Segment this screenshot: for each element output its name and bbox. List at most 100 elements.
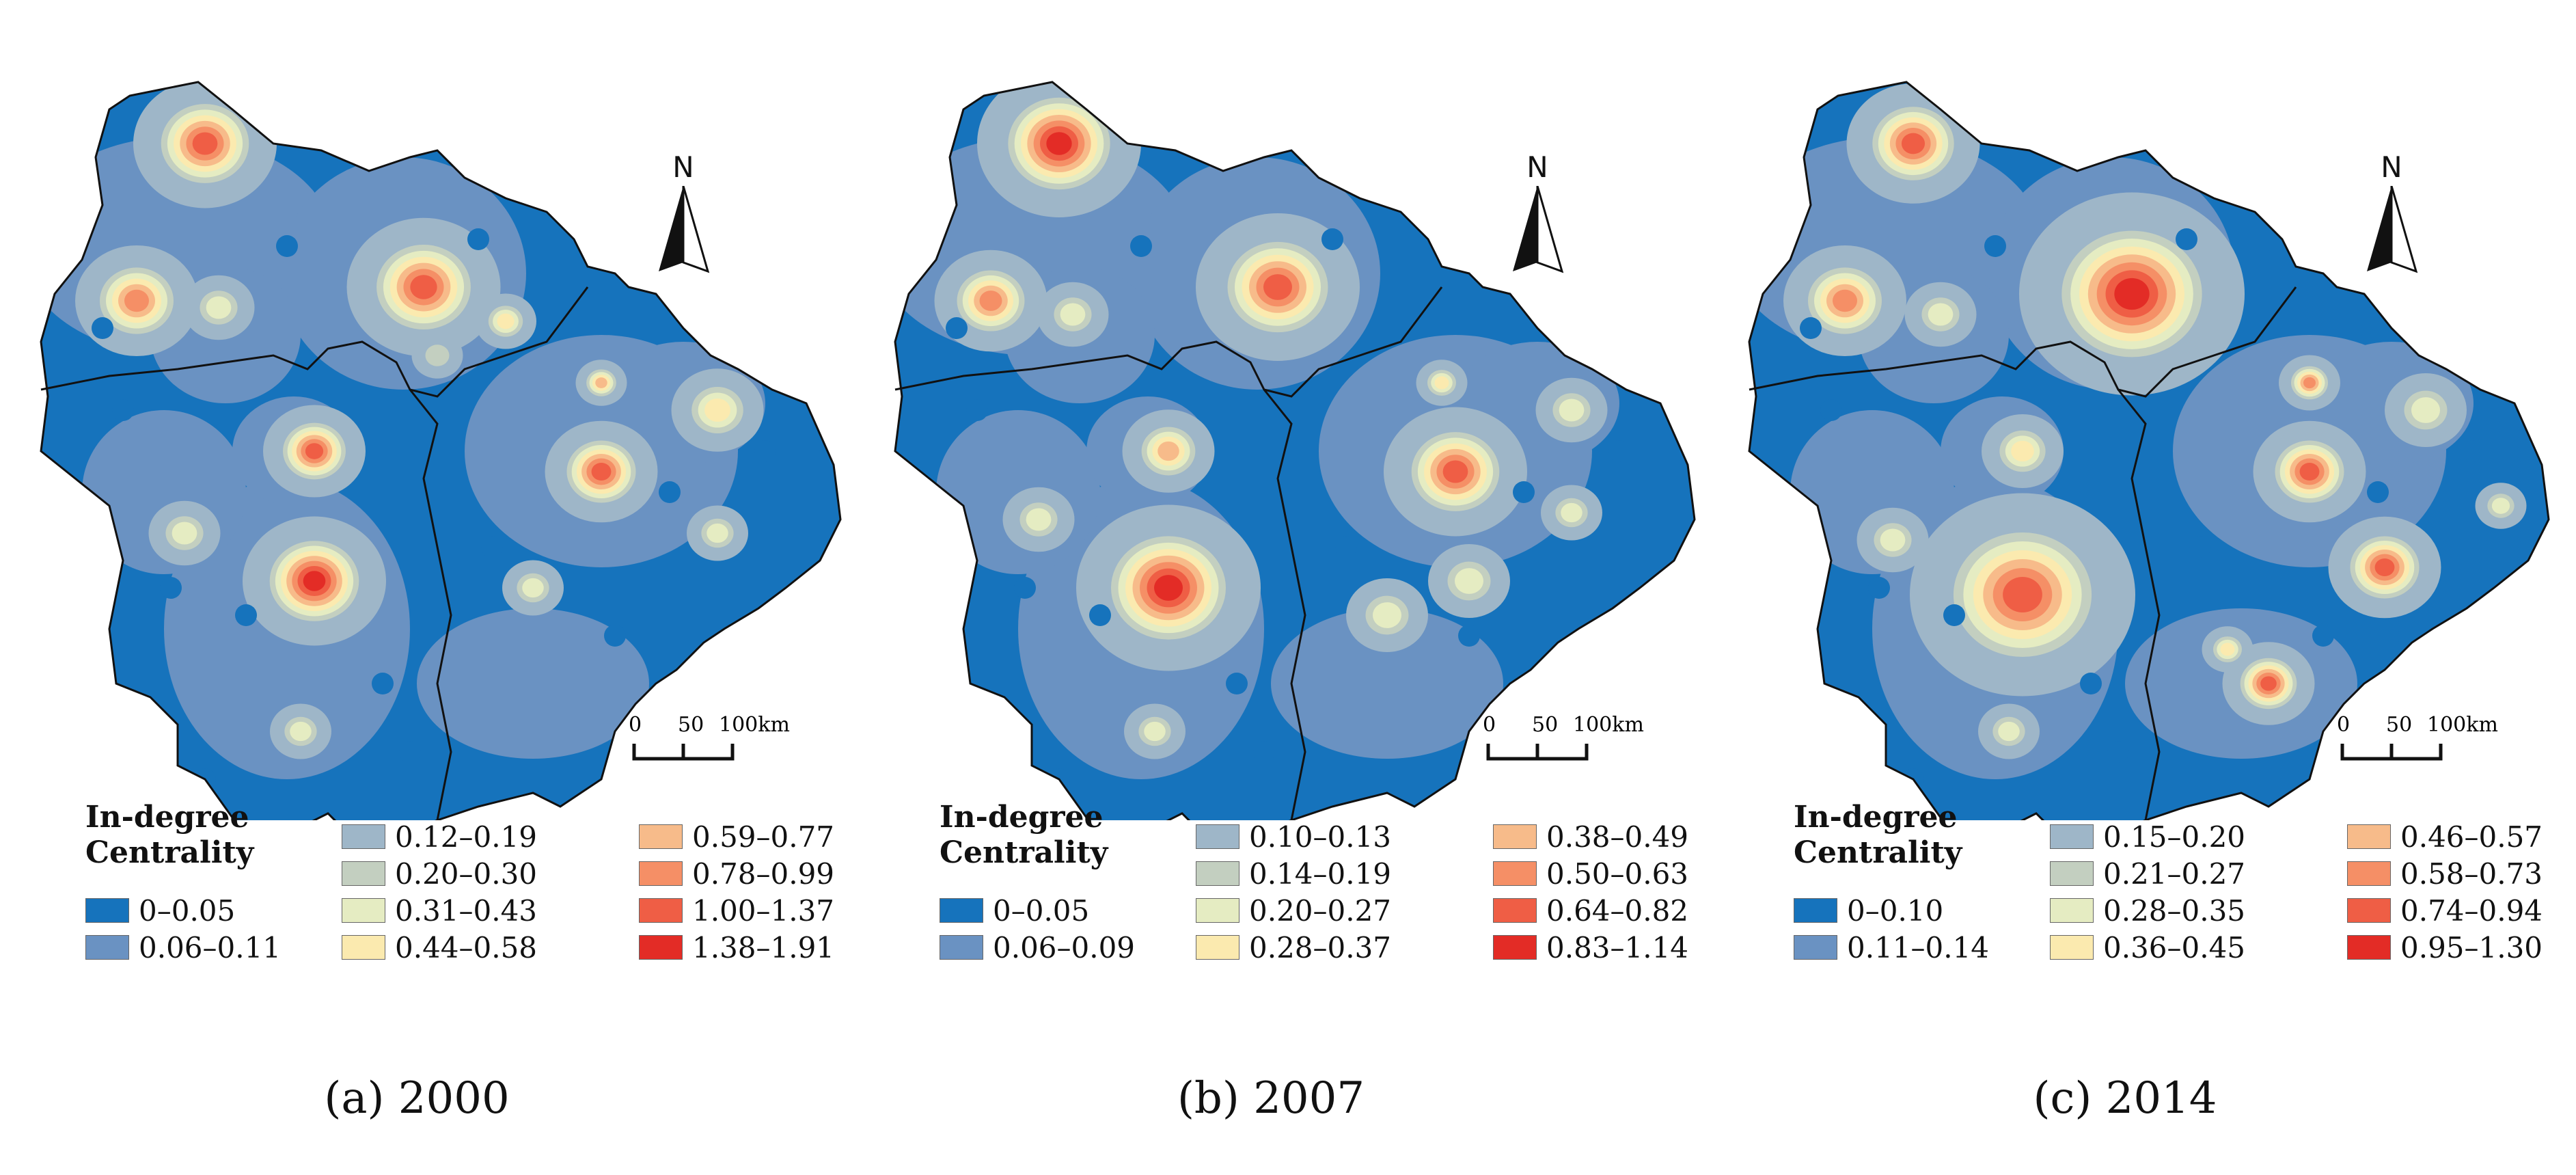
low-value-spot — [1089, 604, 1111, 626]
legend-item: 0.28–0.37 — [1196, 930, 1392, 964]
hotspot-contour — [1060, 303, 1086, 326]
province-boundary — [894, 286, 1443, 820]
legend-item: 0.46–0.57 — [2347, 820, 2543, 854]
legend-swatch — [1493, 935, 1537, 960]
legend-item: 0.95–1.30 — [2347, 930, 2543, 964]
legend-item: 0.83–1.14 — [1493, 931, 1688, 964]
legend-label: 0–0.05 — [993, 893, 1090, 928]
region-outline — [1748, 81, 2550, 820]
low-value-spot — [2367, 481, 2389, 503]
legend-item: 1.00–1.37 — [639, 894, 834, 928]
legend-label: 0.28–0.37 — [1249, 930, 1392, 964]
hotspot-contour — [1144, 721, 1166, 742]
low-value-spot — [1130, 235, 1152, 257]
legend-swatch — [1196, 824, 1239, 849]
legend-swatch — [639, 935, 683, 960]
legend-label: 0.46–0.57 — [2400, 820, 2543, 854]
legend-item: 0.11–0.14 — [1794, 930, 1990, 964]
legend-label: 0.44–0.58 — [395, 930, 538, 964]
hotspot-contour — [1154, 575, 1183, 601]
low-value-spot — [481, 536, 503, 558]
region-outline — [40, 81, 842, 820]
legend-swatch — [2347, 935, 2391, 960]
legend-item: 0.12–0.19 — [342, 820, 538, 854]
low-value-spot — [1253, 741, 1275, 763]
legend-label: 0.36–0.45 — [2103, 930, 2246, 964]
hotspot-contour — [124, 289, 149, 312]
legend-swatch — [1794, 935, 1837, 960]
legend-label: 0.74–0.94 — [2400, 893, 2543, 928]
legend-item: 0.28–0.35 — [2050, 893, 2246, 928]
low-value-spot — [2176, 228, 2197, 250]
legend-item: 0.31–0.43 — [342, 894, 537, 928]
scale-label: 50 — [678, 713, 704, 737]
legend-swatch — [1493, 861, 1537, 886]
hotspot-contour — [2303, 377, 2316, 389]
north-label: N — [2381, 150, 2402, 184]
region-outline — [894, 81, 1696, 820]
legend-swatch — [2347, 824, 2391, 849]
legend-item: 0.78–0.99 — [639, 856, 835, 891]
hotspot-contour — [2003, 577, 2042, 612]
scale-label: 0 — [2337, 713, 2350, 737]
legend-swatch — [639, 861, 683, 886]
legend-label: 0.14–0.19 — [1249, 856, 1392, 891]
legend-label: 0.12–0.19 — [395, 820, 538, 854]
province-boundary — [40, 286, 589, 820]
scale-bar: 0 50 100km — [1483, 713, 1644, 761]
scale-label: 0 — [629, 713, 642, 737]
legend-title: In-degree Centrality — [85, 800, 254, 870]
legend-swatch — [2050, 935, 2094, 960]
low-value-spot — [1943, 604, 1965, 626]
low-value-spot — [399, 741, 421, 763]
low-value-spot — [1014, 577, 1036, 599]
hotspot-contour — [1559, 399, 1585, 422]
hotspot-contour — [2114, 278, 2150, 310]
legend-item: 0–0.05 — [85, 894, 235, 928]
legend-label: 0.06–0.11 — [139, 930, 282, 964]
low-value-spot — [604, 625, 626, 647]
scale-label: 50 — [1532, 713, 1558, 737]
low-value-spot — [1513, 481, 1535, 503]
hotspot-contour — [2491, 498, 2510, 514]
hotspot-contour — [1561, 502, 1582, 523]
legend-label: 0.95–1.30 — [2400, 930, 2543, 964]
hotspot-contour — [591, 463, 612, 481]
hotspot-contour — [305, 443, 324, 459]
north-arrow-icon — [659, 186, 710, 273]
map-surface — [1749, 82, 2549, 820]
legend-swatch — [342, 935, 385, 960]
legend-swatch — [342, 861, 385, 886]
hotspot-contour — [497, 313, 515, 329]
low-value-spot — [92, 317, 113, 339]
legend-item: 0–0.10 — [1794, 894, 1943, 928]
legend-label: 0.59–0.77 — [692, 820, 835, 854]
map-panel-2000: N 0 50 100km In-degree Centrality 0–0.05 0.06–0… — [0, 0, 854, 1175]
legend-swatch — [1196, 935, 1239, 960]
scale-bar: 0 50 100km — [629, 713, 790, 761]
legend-label: 0.11–0.14 — [1847, 930, 1990, 964]
legend-swatch — [639, 824, 683, 849]
legend-label: 0.15–0.20 — [2103, 820, 2246, 854]
legend-swatch — [342, 824, 385, 849]
legend-item: 0.06–0.11 — [85, 930, 282, 964]
hotspot-contour — [2374, 558, 2395, 576]
legend-label: 0.28–0.35 — [2103, 893, 2246, 928]
low-value-spot — [1526, 673, 1548, 694]
centrality-heat-map — [894, 81, 1696, 820]
legend-item: 0.38–0.49 — [1493, 820, 1689, 854]
hotspot-contour — [1434, 376, 1449, 390]
hotspot-contour — [1928, 303, 1954, 326]
legend-swatch — [2050, 898, 2094, 923]
low-value-spot — [2312, 625, 2334, 647]
legend-label: 0.78–0.99 — [692, 856, 835, 891]
legend-item: 0.20–0.30 — [342, 857, 537, 891]
low-value-spot — [1984, 235, 2006, 257]
low-value-spot — [1800, 317, 1822, 339]
hotspot-contour — [1901, 133, 1926, 154]
low-value-spot — [1458, 625, 1480, 647]
centrality-heat-map — [1748, 81, 2550, 820]
low-value-spot — [2107, 741, 2129, 763]
legend-label: 0.38–0.49 — [1546, 820, 1689, 854]
scale-label: 100km — [2427, 713, 2498, 737]
